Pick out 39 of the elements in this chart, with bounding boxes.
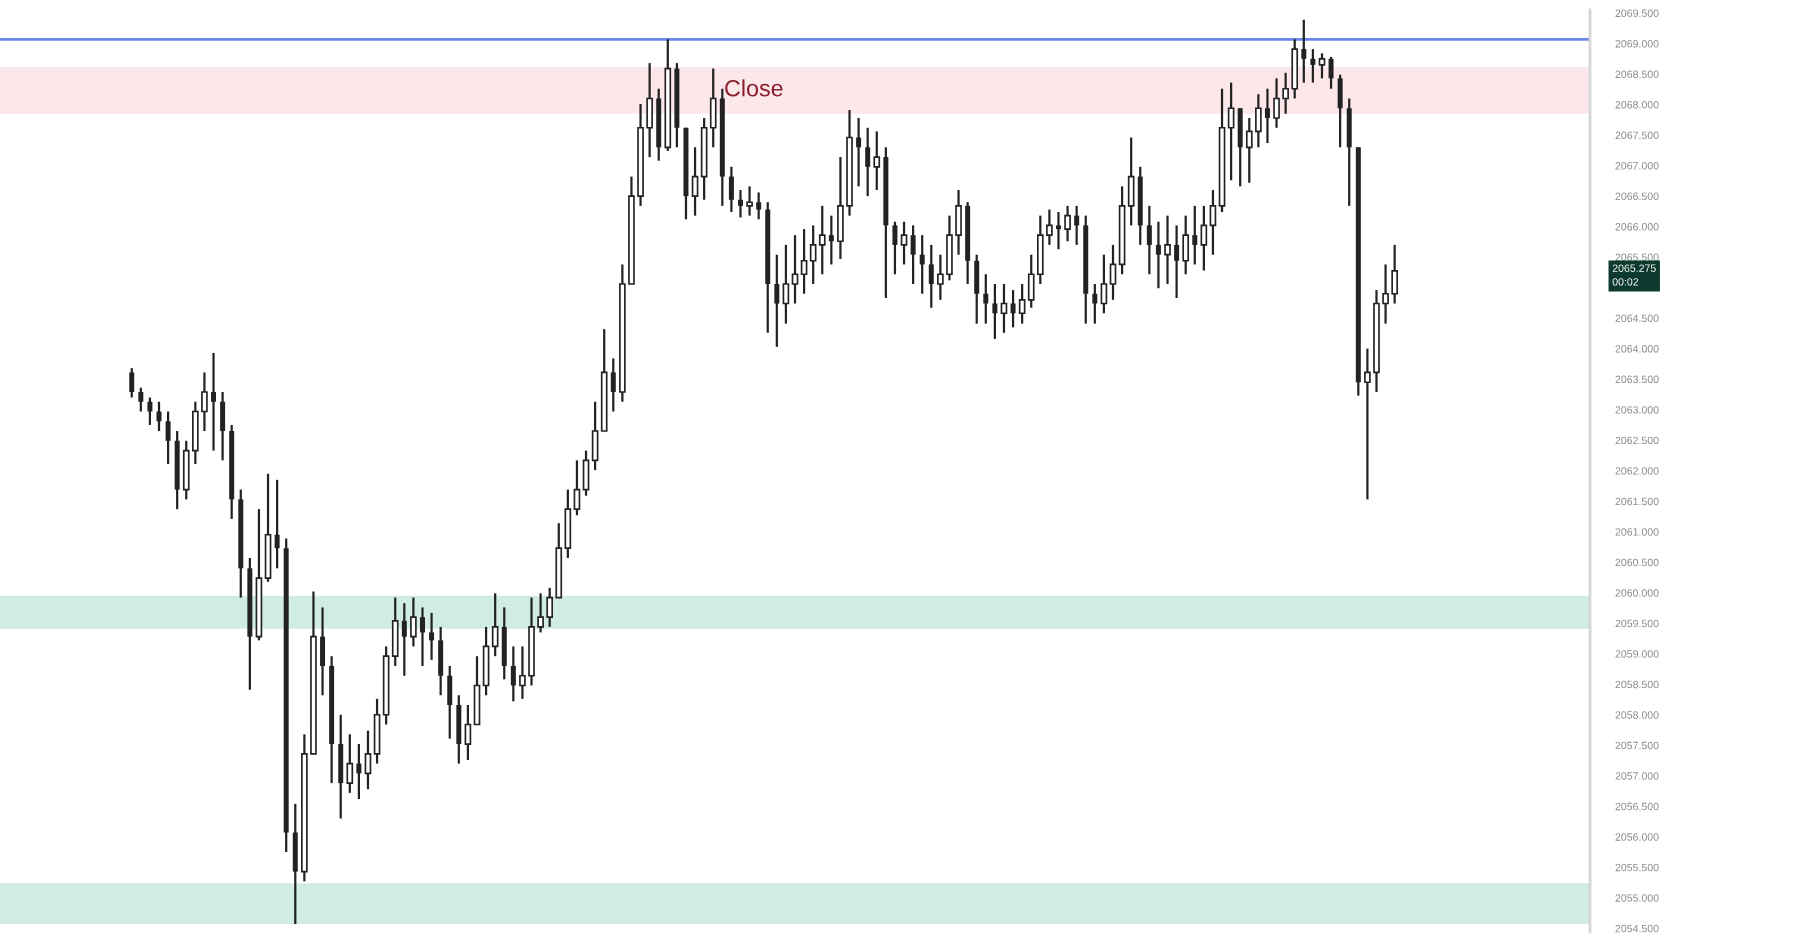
candlestick	[910, 224, 916, 286]
candlestick	[1092, 282, 1098, 325]
candlestick	[456, 694, 462, 765]
candlestick	[782, 243, 790, 325]
candlestick	[147, 396, 153, 427]
candlestick	[1346, 97, 1352, 207]
candlestick	[728, 165, 734, 214]
candlestick	[410, 596, 417, 648]
band-label: Close	[725, 79, 783, 97]
candlestick	[1318, 52, 1326, 80]
candlestick	[746, 185, 753, 217]
candlestick	[438, 625, 444, 697]
candlestick	[138, 386, 144, 413]
candlestick	[1310, 47, 1316, 84]
candlestick	[774, 253, 780, 348]
candlestick	[1328, 55, 1334, 90]
candlestick	[447, 664, 453, 740]
candlestick	[1337, 73, 1343, 149]
candlestick	[992, 282, 998, 340]
candlestick	[346, 733, 354, 794]
candlestick	[165, 410, 171, 466]
candlestick	[429, 611, 435, 661]
candlestick	[1164, 214, 1171, 286]
candlestick	[274, 478, 280, 570]
candlestick	[818, 204, 826, 276]
candlestick	[900, 220, 908, 266]
candlestick	[1100, 253, 1108, 315]
candlestick	[791, 234, 799, 305]
candlestick	[983, 273, 989, 325]
candlestick	[1200, 204, 1208, 272]
candlestick	[220, 390, 226, 462]
candlestick	[1000, 282, 1008, 334]
candlestick	[919, 234, 925, 295]
candlestick	[892, 220, 898, 276]
candlestick	[129, 367, 135, 399]
candlestick	[1064, 204, 1071, 243]
candlestick	[1146, 204, 1152, 276]
candlestick	[974, 253, 980, 325]
candlestick	[1182, 214, 1190, 276]
